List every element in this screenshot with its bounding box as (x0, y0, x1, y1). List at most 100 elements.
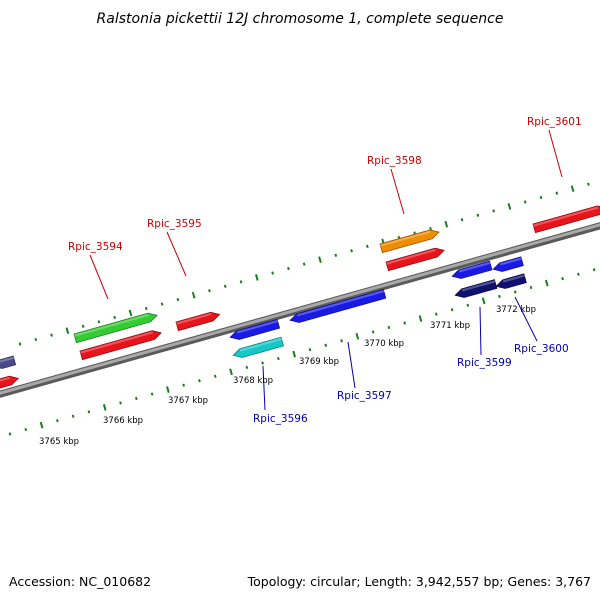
gene-label-rpic-3600[interactable]: Rpic_3600 (514, 343, 569, 355)
gene-labels: Rpic_3594 Rpic_3595 Rpic_3598 Rpic_3601 … (68, 116, 582, 425)
gene-rpic-3596-cds-body (232, 336, 285, 358)
minor-tick (577, 272, 580, 276)
gene-rpic-3600[interactable] (492, 256, 524, 274)
gene-edge-plus[interactable] (0, 374, 20, 391)
minor-tick (450, 308, 454, 312)
minor-tick (81, 324, 85, 328)
minor-tick (466, 303, 470, 307)
major-tick (65, 327, 70, 335)
gene-rpic-3595[interactable] (175, 310, 221, 332)
gene-rpic-3599-body (451, 260, 493, 279)
gene-label-rpic-3598[interactable]: Rpic_3598 (367, 155, 422, 167)
gene-rpic-3597[interactable] (289, 288, 387, 324)
gene-rpic-3596[interactable] (229, 318, 281, 341)
label-leader-line (548, 129, 563, 178)
gene-rpic-3599[interactable] (451, 260, 493, 280)
minor-tick (176, 298, 180, 302)
minor-tick (340, 339, 343, 343)
gene-rpic-3600-cds[interactable] (495, 273, 527, 291)
gene-edge-minus[interactable] (0, 355, 17, 371)
minor-tick (56, 419, 59, 423)
gene-rpic-3598-shine (386, 248, 436, 265)
minor-tick (371, 330, 375, 334)
major-tick (318, 256, 322, 264)
gene-rpic-3600-body (492, 256, 524, 272)
major-tick (229, 368, 233, 376)
gene-rpic-3594-cds[interactable] (73, 311, 158, 344)
scale-label: 3770 kbp (364, 339, 404, 349)
minor-tick (434, 312, 438, 316)
gene-rpic-3598-cds[interactable] (379, 228, 440, 254)
minor-tick (198, 379, 201, 383)
scale-label: 3772 kbp (496, 305, 536, 315)
minor-tick (350, 249, 353, 253)
scale-labels: 3765 kbp 3766 kbp 3767 kbp 3768 kbp 3769… (39, 305, 536, 447)
gene-label-rpic-3597[interactable]: Rpic_3597 (337, 390, 392, 402)
gene-rpic-3594-cds-body (73, 312, 158, 344)
scale-label: 3771 kbp (430, 321, 470, 331)
minor-tick (365, 244, 369, 248)
gene-rpic-3596-body (229, 318, 281, 340)
minor-tick (34, 337, 38, 342)
minor-tick (523, 200, 527, 204)
minor-tick (513, 290, 517, 294)
minor-tick (239, 280, 243, 284)
minor-tick (324, 343, 328, 347)
minor-tick (271, 271, 274, 275)
minor-tick (87, 410, 91, 414)
gene-label-rpic-3601[interactable]: Rpic_3601 (527, 116, 582, 128)
gene-rpic-3599-cds[interactable] (454, 279, 498, 300)
minor-tick (144, 306, 148, 311)
gene-rpic-3594-shine (80, 331, 153, 354)
minor-tick (261, 361, 264, 365)
scale-label: 3769 kbp (299, 357, 339, 367)
gene-rpic-3597-body (289, 288, 387, 323)
gene-rpic-3600-cds-shine (502, 274, 525, 283)
minor-tick (245, 365, 249, 370)
gene-edge-plus-shine (0, 376, 11, 384)
tick-track-plus (18, 182, 590, 346)
gene-edge-plus-body (0, 375, 20, 391)
label-leader-line (390, 168, 405, 215)
gene-label-rpic-3595[interactable]: Rpic_3595 (147, 218, 202, 230)
minor-tick (539, 195, 543, 200)
gene-label-rpic-3599[interactable]: Rpic_3599 (457, 357, 512, 369)
gene-rpic-3598-body (385, 247, 445, 272)
sequence-layer: 3765 kbp 3766 kbp 3767 kbp 3768 kbp 3769… (0, 116, 600, 447)
gene-rpic-3599-cds-body (454, 279, 498, 298)
gene-rpic-3601-body (532, 205, 600, 234)
minor-tick (208, 289, 211, 293)
gene-rpic-3595-body (175, 311, 221, 332)
gene-rpic-3599-shine (458, 261, 491, 273)
gene-rpic-3601[interactable] (532, 204, 600, 234)
major-tick (507, 203, 512, 210)
minor-tick (460, 218, 464, 222)
gene-rpic-3594[interactable] (79, 329, 162, 361)
label-leader-lines (89, 129, 563, 411)
gene-rpic-3598-cds-body (379, 229, 440, 254)
minor-tick (308, 348, 312, 352)
minor-tick (587, 182, 590, 186)
minor-tick (24, 427, 28, 432)
major-tick (544, 279, 549, 287)
gene-rpic-3601-shine (533, 206, 599, 227)
minor-tick (71, 414, 75, 418)
gene-rpic-3599-cds-shine (461, 280, 496, 292)
gene-label-rpic-3594[interactable]: Rpic_3594 (68, 241, 123, 253)
gene-rpic-3596-cds[interactable] (232, 336, 285, 359)
major-tick (355, 333, 360, 340)
minor-tick (50, 333, 53, 337)
minor-tick (498, 294, 501, 299)
gene-rpic-3596-cds-shine (239, 337, 282, 352)
minor-tick (334, 253, 338, 257)
minor-tick (476, 213, 480, 217)
tick-track-minus (8, 268, 596, 436)
label-leader-line (514, 296, 538, 342)
label-leader-line (262, 365, 266, 411)
gene-features (0, 204, 600, 391)
minor-tick (182, 383, 186, 387)
gene-rpic-3598[interactable] (385, 246, 445, 272)
major-tick (102, 404, 107, 411)
gene-label-rpic-3596[interactable]: Rpic_3596 (253, 413, 308, 425)
scale-label: 3767 kbp (168, 396, 208, 406)
